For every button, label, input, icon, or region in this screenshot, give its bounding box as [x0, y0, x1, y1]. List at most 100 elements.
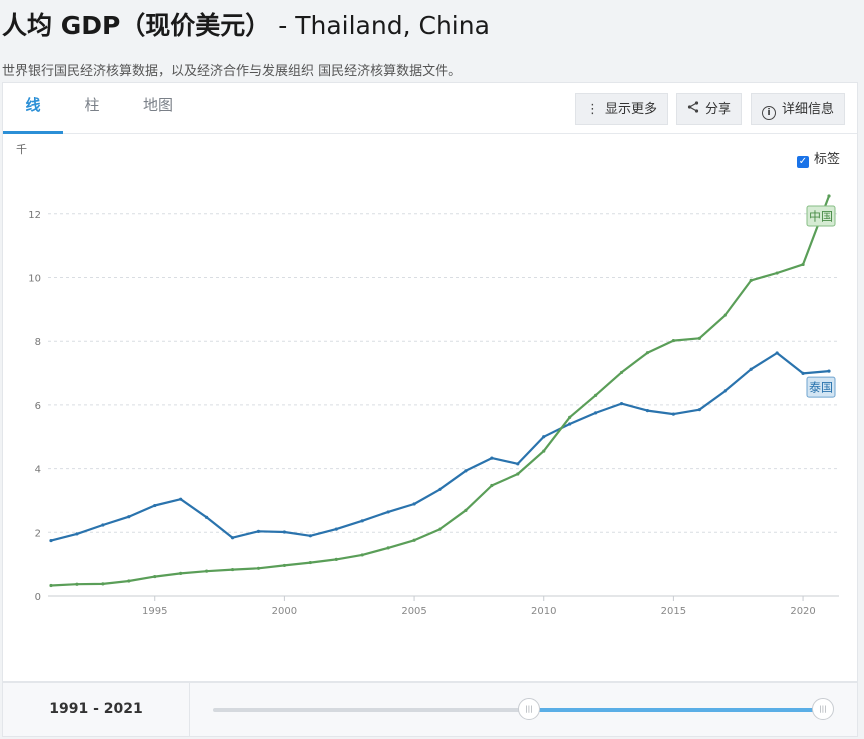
data-point-thailand: [801, 371, 805, 375]
series-label-china: 中国: [806, 205, 836, 227]
line-chart: 千 0 2 4 6 8 10 12 1995 2000 2005 2010 2015 2020 泰国 中国: [16, 143, 839, 617]
range-slider-selected: [529, 708, 825, 712]
x-tick-label: 2000: [272, 606, 297, 617]
data-point-thailand: [516, 462, 520, 466]
checkbox-checked-icon[interactable]: ✓: [797, 156, 809, 168]
y-tick-label: 12: [28, 210, 41, 221]
data-point-china: [127, 579, 131, 583]
details-button[interactable]: i 详细信息: [751, 93, 846, 125]
data-point-thailand: [386, 510, 390, 514]
data-point-thailand: [334, 527, 338, 531]
share-icon: [687, 94, 699, 126]
share-button[interactable]: 分享: [676, 93, 743, 126]
data-point-thailand: [645, 409, 650, 413]
year-range-label: 1991 - 2021: [3, 683, 190, 736]
data-point-china: [801, 262, 805, 267]
labels-toggle[interactable]: ✓ 标签: [797, 148, 840, 168]
y-tick-label: 6: [35, 401, 41, 412]
show-more-label: 显示更多: [605, 102, 658, 117]
x-tick-label: 1995: [142, 606, 167, 617]
data-point-china: [334, 557, 338, 561]
data-point-china: [101, 582, 105, 586]
data-point-thailand: [749, 367, 753, 371]
series-label-thailand: 泰国: [806, 376, 836, 398]
data-point-china: [594, 393, 598, 397]
data-point-china: [671, 338, 676, 343]
y-tick-label: 8: [35, 337, 41, 348]
data-point-thailand: [827, 369, 831, 373]
title-countries: - Thailand, China: [270, 11, 490, 40]
data-point-thailand: [619, 402, 624, 406]
data-point-thailand: [412, 502, 416, 506]
data-point-thailand: [282, 530, 286, 534]
info-icon: i: [762, 106, 776, 120]
data-point-china: [542, 449, 546, 453]
y-tick-label: 10: [28, 274, 41, 285]
share-label: 分享: [705, 102, 732, 117]
data-point-thailand: [256, 529, 261, 533]
data-point-thailand: [230, 536, 235, 540]
data-point-thailand: [568, 422, 572, 426]
data-point-thailand: [438, 487, 442, 491]
data-point-china: [827, 194, 831, 198]
data-point-china: [749, 278, 753, 282]
data-point-china: [438, 527, 442, 531]
data-point-thailand: [75, 532, 79, 536]
y-tick-label: 2: [35, 528, 41, 539]
data-point-china: [360, 553, 364, 557]
data-point-china: [153, 574, 157, 579]
data-point-china: [256, 566, 261, 570]
data-point-china: [697, 336, 701, 340]
data-point-china: [230, 567, 235, 572]
series-label-box: [806, 376, 836, 398]
data-point-china: [49, 583, 53, 588]
data-point-china: [205, 569, 209, 573]
data-point-thailand: [49, 538, 53, 543]
data-point-thailand: [360, 519, 364, 523]
show-more-button[interactable]: ⋮ 显示更多: [575, 93, 669, 125]
range-end-handle[interactable]: |||: [812, 698, 834, 720]
series-label-text: 泰国: [809, 381, 833, 395]
data-point-china: [645, 351, 650, 355]
title-indicator: 人均 GDP（现价美元）: [2, 11, 271, 40]
series-label-box: [806, 205, 836, 227]
data-point-thailand: [723, 389, 727, 393]
data-point-china: [490, 483, 494, 488]
page-title: 人均 GDP（现价美元） - Thailand, China: [2, 6, 490, 42]
data-point-thailand: [308, 534, 312, 538]
data-point-china: [619, 370, 624, 375]
y-axis-unit: 千: [16, 143, 27, 156]
more-vertical-icon: ⋮: [586, 102, 599, 117]
data-point-thailand: [490, 456, 494, 460]
data-point-china: [386, 546, 390, 550]
data-point-thailand: [697, 408, 701, 412]
source-note: 世界银行国民经济核算数据，以及经济合作与发展组织 国民经济核算数据文件。: [2, 64, 462, 79]
data-point-thailand: [153, 503, 157, 508]
x-tick-label: 2010: [531, 606, 556, 617]
data-point-thailand: [542, 435, 546, 439]
x-tick-label: 2005: [401, 606, 426, 617]
data-point-thailand: [205, 515, 209, 519]
data-point-china: [179, 571, 183, 575]
data-point-china: [282, 563, 286, 568]
data-point-thailand: [127, 515, 131, 519]
data-point-thailand: [464, 469, 468, 473]
tab-bar[interactable]: 柱: [84, 96, 100, 114]
data-point-thailand: [101, 523, 105, 527]
data-point-thailand: [179, 497, 183, 501]
tab-map[interactable]: 地图: [142, 96, 173, 114]
details-label: 详细信息: [782, 102, 835, 117]
data-point-china: [75, 582, 79, 586]
y-tick-label: 4: [35, 465, 41, 476]
range-start-handle[interactable]: |||: [518, 698, 540, 720]
data-point-thailand: [671, 412, 676, 416]
data-point-china: [775, 271, 779, 275]
chart-card: 线 柱 地图 ⋮ 显示更多 分享 i 详细信息 ✓ 标签 千 0 2 4 6 8 10 12 1995…: [2, 82, 858, 682]
tab-line[interactable]: 线: [3, 83, 63, 134]
x-tick-label: 2015: [661, 606, 686, 617]
year-range-footer: 1991 - 2021 ||| |||: [2, 682, 858, 737]
data-point-thailand: [594, 411, 598, 415]
x-tick-label: 2020: [790, 606, 815, 617]
data-point-china: [516, 472, 520, 476]
data-point-china: [412, 538, 416, 542]
